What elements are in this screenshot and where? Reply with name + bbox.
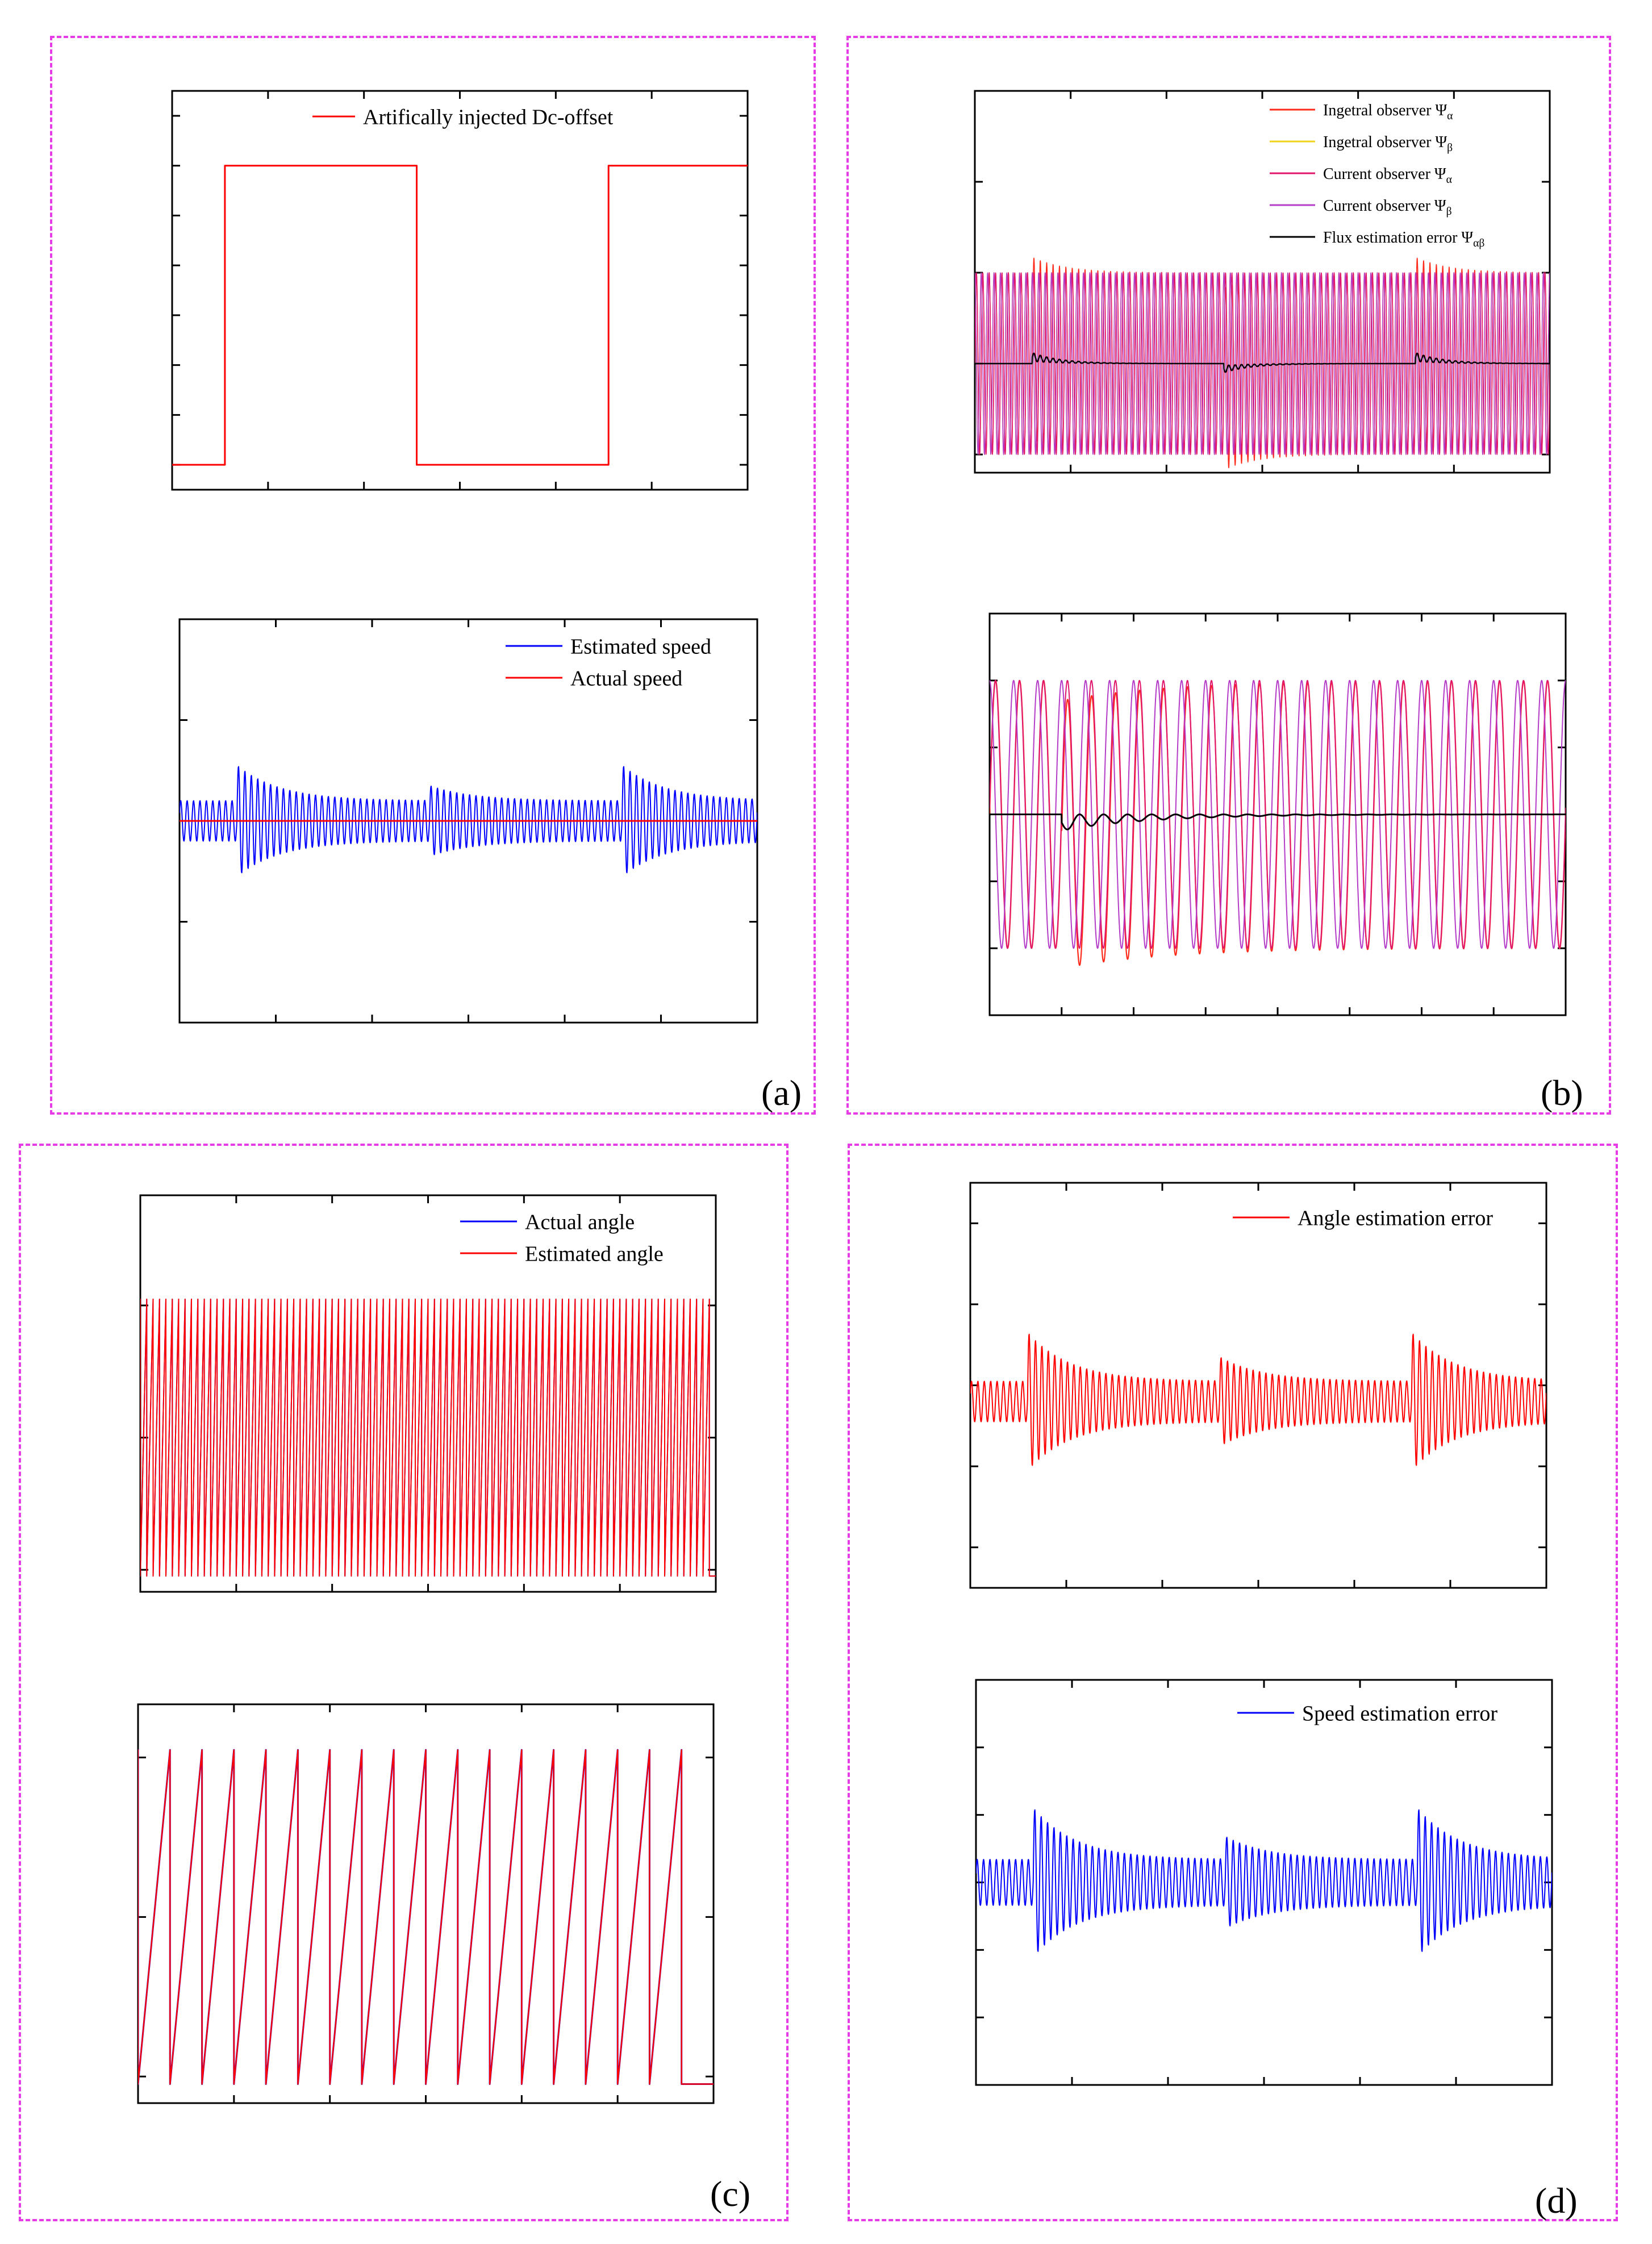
plot-series: [180, 766, 757, 874]
series-line-current-beta: [990, 679, 1566, 949]
series-line-flux-error: [990, 814, 1566, 831]
legend-label-subscript: α: [1447, 110, 1453, 122]
legend-label: Estimated angle: [525, 1242, 664, 1266]
series-line-0: [976, 1809, 1552, 1952]
legend-label-text: Ingetral observer Ψ: [1323, 102, 1447, 119]
series-line-current-alpha: [975, 272, 1550, 455]
legend-label: Estimated speed: [570, 635, 711, 658]
chart-d-top: Angle estimation error: [969, 1182, 1547, 1589]
legend-label: Speed estimation error: [1302, 1701, 1497, 1725]
legend-label: Actual speed: [570, 666, 682, 690]
plot-series: [975, 257, 1550, 469]
legend-label: Ingetral observer Ψβ: [1323, 134, 1453, 154]
legend-label-subscript: β: [1447, 142, 1453, 154]
legend-label: Artifically injected Dc-offset: [363, 105, 614, 129]
series-line-estimated-angle: [138, 1749, 714, 2085]
plot-series: [172, 165, 748, 466]
series-line-0: [180, 766, 757, 874]
legend-label: Current observer Ψβ: [1323, 197, 1452, 218]
legend-label-text: Current observer Ψ: [1323, 197, 1446, 215]
plot-series: [138, 1749, 714, 2085]
legend-label: Angle estimation error: [1298, 1206, 1493, 1230]
legend-label-subscript: α: [1446, 174, 1452, 186]
legend-label: Actual angle: [525, 1210, 635, 1234]
chart-d-bottom: Speed estimation error: [975, 1679, 1553, 2086]
plot-series: [990, 679, 1566, 966]
chart-c-top: Actual angle Estimated angle: [139, 1194, 717, 1593]
chart-b-bottom: [988, 612, 1567, 1016]
chart-a-bottom: Estimated speed Actual speed: [178, 618, 758, 1024]
legend-label-text: Current observer Ψ: [1323, 165, 1446, 183]
legend-label-subscript: β: [1446, 206, 1452, 218]
series-line-0: [970, 1333, 1546, 1466]
panel-label-a: (a): [761, 1073, 802, 1113]
panel-b-border: [846, 36, 1611, 1115]
plot-frame: [974, 90, 1551, 474]
panel-a-border: [50, 36, 816, 1115]
panel-c-border: [19, 1144, 789, 2221]
series-line-estimated-angle: [140, 1298, 716, 1577]
plot-frame: [171, 90, 749, 491]
series-line-dc-offset: [172, 165, 748, 466]
plot-series: [970, 1333, 1546, 1466]
legend-label-text: Ingetral observer Ψ: [1323, 134, 1447, 151]
panel-label-b: (b): [1541, 1073, 1583, 1113]
series-line-flux-error: [975, 352, 1550, 373]
series-line-current-alpha: [990, 679, 1566, 949]
legend-label: Flux estimation error Ψαβ: [1323, 229, 1484, 249]
plot-series: [976, 1809, 1552, 1952]
chart-a-top: Artifically injected Dc-offset: [171, 90, 749, 491]
series-line-current-beta: [975, 272, 1550, 455]
legend-label: Ingetral observer Ψα: [1323, 102, 1453, 122]
panel-d-border: [848, 1144, 1618, 2221]
panel-label-c: (c): [710, 2174, 750, 2214]
chart-c-bottom: [137, 1703, 715, 2104]
legend-label-subscript: αβ: [1473, 237, 1484, 249]
plot-series: [140, 1298, 716, 1577]
legend-label-text: Flux estimation error Ψ: [1323, 229, 1473, 247]
panel-label-d: (d): [1535, 2180, 1578, 2221]
legend-label: Current observer Ψα: [1323, 165, 1452, 186]
